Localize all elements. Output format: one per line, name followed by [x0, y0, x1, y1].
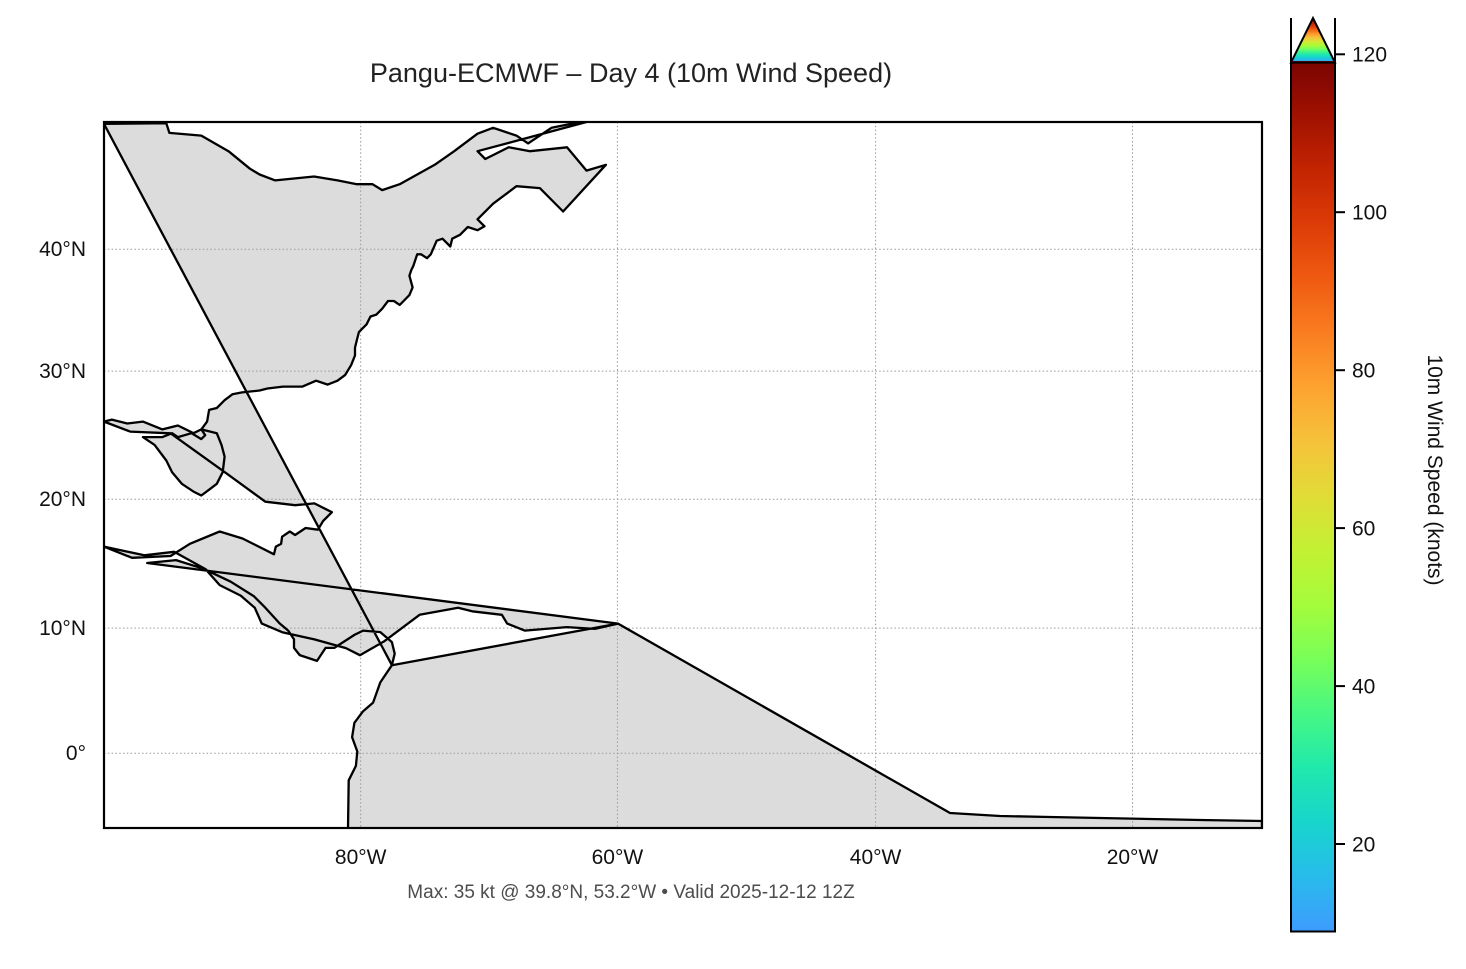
svg-text:60: 60	[1352, 518, 1375, 541]
svg-text:10°N: 10°N	[39, 617, 86, 640]
svg-text:80: 80	[1352, 360, 1375, 383]
svg-text:20°N: 20°N	[39, 488, 86, 511]
svg-text:20°W: 20°W	[1107, 846, 1159, 869]
svg-text:40°W: 40°W	[850, 846, 902, 869]
svg-text:30°N: 30°N	[39, 360, 86, 383]
svg-text:80°W: 80°W	[335, 846, 387, 869]
svg-text:120: 120	[1352, 44, 1387, 67]
svg-text:20: 20	[1352, 834, 1375, 857]
svg-text:0°: 0°	[66, 742, 86, 765]
svg-text:40°N: 40°N	[39, 238, 86, 261]
svg-text:100: 100	[1352, 202, 1387, 225]
svg-text:60°W: 60°W	[592, 846, 644, 869]
svg-text:40: 40	[1352, 676, 1375, 699]
svg-text:10m Wind Speed (knots): 10m Wind Speed (knots)	[1423, 354, 1446, 585]
